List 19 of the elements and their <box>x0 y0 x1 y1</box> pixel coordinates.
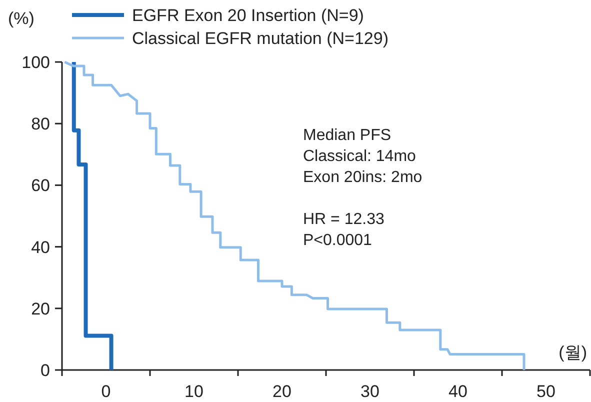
annotation: HR = 12.33 P<0.0001 <box>303 211 384 249</box>
y-tick-label: 0 <box>40 361 50 380</box>
x-tick-label: 0 <box>101 382 111 401</box>
y-axis-title: (%) <box>8 9 34 28</box>
x-tick-label: 40 <box>448 382 468 401</box>
x-tick-label: 50 <box>536 382 556 401</box>
y-tick-label: 100 <box>22 53 50 72</box>
line-series <box>72 60 114 372</box>
x-tick-label: 20 <box>272 382 292 401</box>
y-tick-label: 20 <box>31 299 50 318</box>
legend-label: Classical EGFR mutation (N=129) <box>132 29 389 48</box>
y-tick-label: 60 <box>31 176 50 196</box>
legend-label: EGFR Exon 20 Insertion (N=9) <box>132 6 364 25</box>
annotation: Median PFS Classical: 14mo Exon 20ins: 2mo <box>303 127 422 186</box>
y-tick-label: 40 <box>31 238 50 257</box>
y-tick-label: 80 <box>31 114 50 134</box>
x-tick-label: 30 <box>360 382 380 401</box>
x-tick-label: 10 <box>184 382 204 401</box>
x-axis-title: (월) <box>558 343 587 362</box>
